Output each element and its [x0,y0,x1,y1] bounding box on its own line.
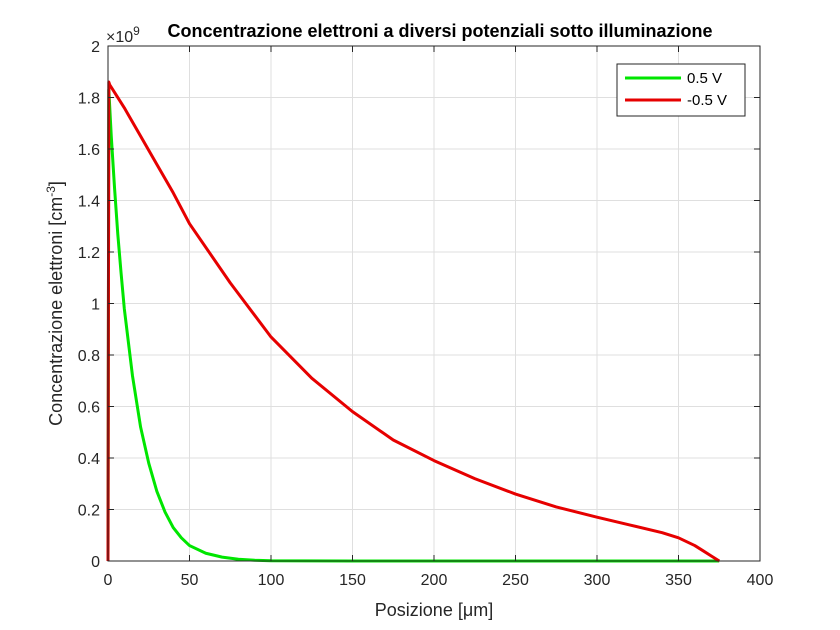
y-tick-label: 1.6 [78,142,100,159]
y-exponent-label: ×109 [106,24,140,46]
y-axis-label-sup: -3 [44,186,58,197]
y-axis-label-end: ] [46,181,66,186]
series-line-2 [106,80,721,563]
y-exponent: 9 [133,24,140,38]
y-tick-label: 0.4 [78,451,100,468]
y-tick-label: 0.8 [78,348,100,365]
x-tick-label: 300 [584,572,611,589]
x-tick-label: 400 [747,572,774,589]
y-tick-label: 0.2 [78,503,100,520]
x-tick-label: 150 [339,572,366,589]
legend-box [616,63,746,117]
y-tick-label: 0.6 [78,400,100,417]
ticks: 0 50 100 150 200 250 300 350 400 0 0.2 0.4 0.6 0.8 1 1.… [78,39,774,589]
y-exponent-base: ×10 [106,29,133,46]
y-tick-label: 0 [91,554,100,571]
y-axis-label: Concentrazione elettroni [cm-3] [44,181,66,426]
x-tick-label: 350 [665,572,692,589]
y-tick-label: 1.4 [78,194,100,211]
x-axis-label: Posizione [μm] [375,600,493,620]
legend-label-1: 0.5 V [687,70,722,87]
x-tick-label: 0 [104,572,113,589]
y-tick-label: 2 [91,39,100,56]
legend-label-2: -0.5 V [687,92,727,109]
chart-title: Concentrazione elettroni a diversi poten… [167,21,712,41]
legend: 0.5 V -0.5 V [616,63,746,117]
x-tick-label: 200 [421,572,448,589]
y-axis-label-main: Concentrazione elettroni [cm [46,197,66,426]
y-tick-label: 1 [91,297,100,314]
x-tick-label: 50 [181,572,199,589]
y-tick-label: 1.8 [78,91,100,108]
x-tick-label: 250 [502,572,529,589]
y-tick-label: 1.2 [78,245,100,262]
x-tick-label: 100 [258,572,285,589]
grid [107,45,761,562]
